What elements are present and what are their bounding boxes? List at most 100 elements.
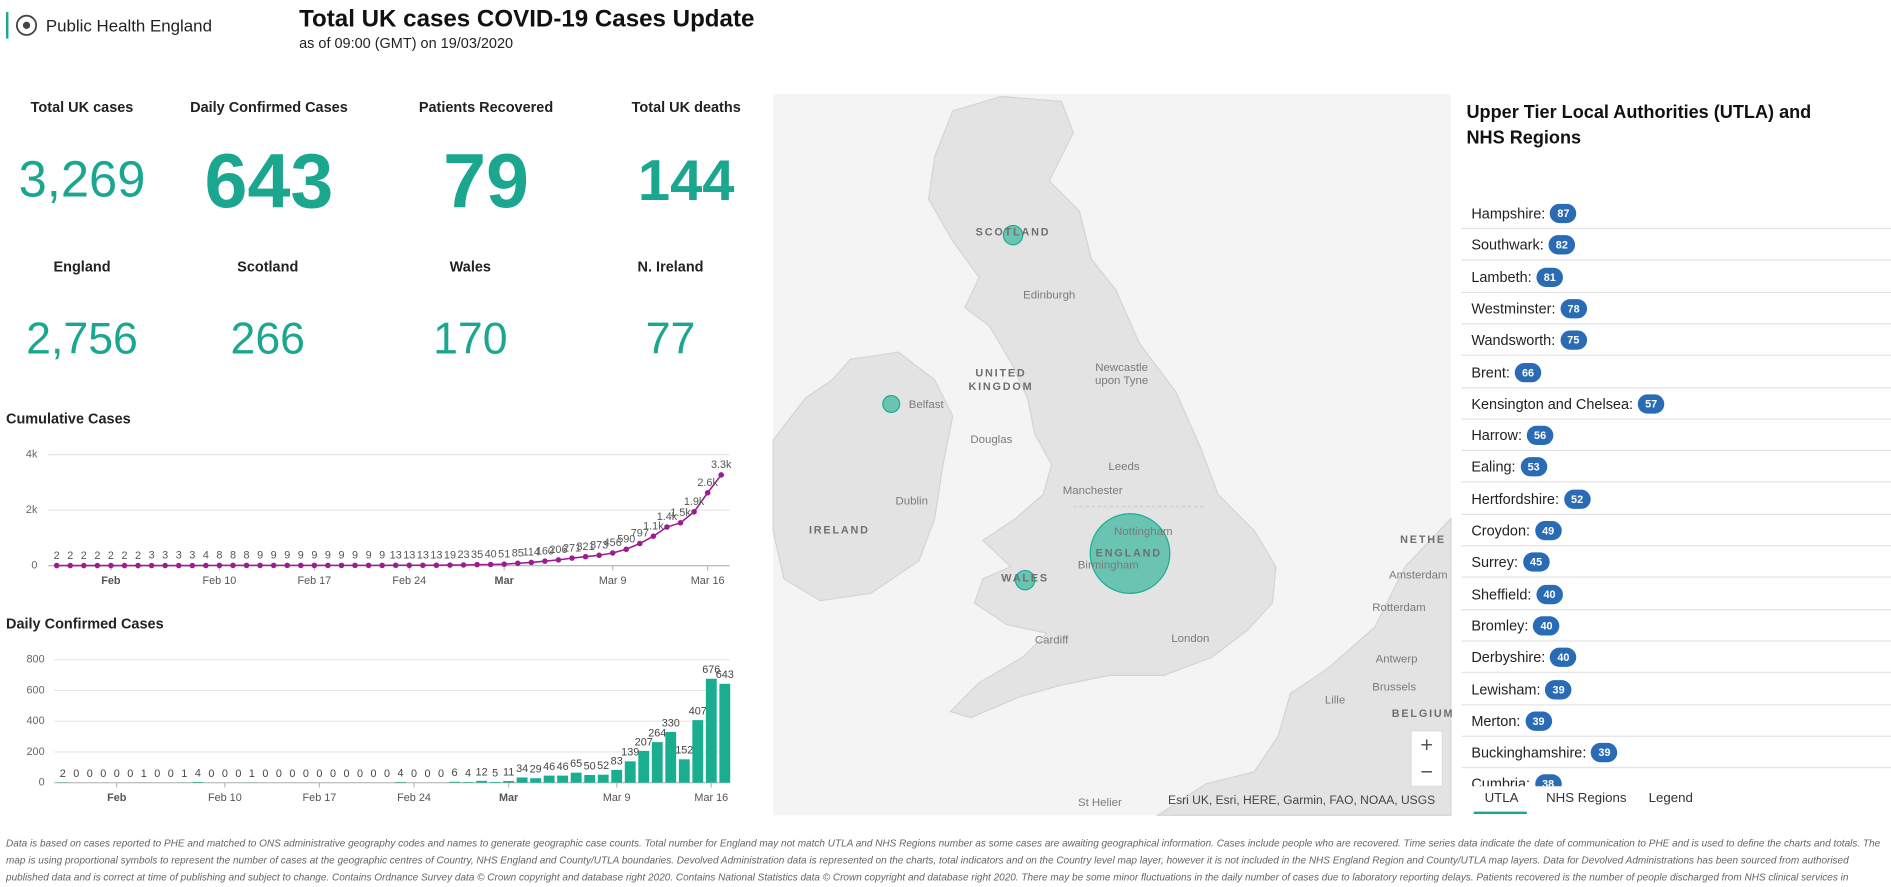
data-label: 1.1k	[643, 520, 664, 532]
utla-name: Brent: 66	[1471, 362, 1542, 382]
y-tick-label: 400	[27, 715, 45, 727]
utla-count: 82	[1548, 235, 1576, 255]
bar	[638, 750, 650, 783]
map-city-label: Amsterdam	[1389, 569, 1447, 581]
kpi-value: 144	[637, 149, 735, 214]
bar	[557, 775, 569, 783]
data-label: 271	[563, 542, 581, 554]
point	[365, 562, 372, 569]
utla-count: 40	[1550, 647, 1577, 668]
data-label: 139	[621, 747, 639, 759]
point	[338, 562, 345, 569]
data-label: 0	[87, 768, 93, 780]
utla-row: Brent: 66	[1461, 355, 1891, 388]
y-tick-label: 4k	[26, 449, 38, 461]
bar	[584, 775, 596, 783]
point	[379, 562, 385, 569]
data-label: 1.9k	[684, 496, 705, 508]
map-country-label: NETHE	[1400, 534, 1446, 546]
bar	[705, 678, 717, 783]
utla-name: Derbyshire: 40	[1471, 647, 1577, 668]
data-label: 13	[417, 549, 429, 561]
region-label: N. Ireland	[637, 258, 704, 275]
data-label: 19	[444, 549, 456, 561]
tab[interactable]: UTLA	[1484, 791, 1519, 806]
utla-row: Buckinghamshire: 39	[1461, 736, 1891, 769]
data-label: 13	[430, 549, 442, 561]
y-tick-label: 800	[27, 654, 45, 666]
data-label: 0	[235, 768, 241, 780]
data-label: 12	[476, 766, 488, 778]
y-tick-label: 2k	[26, 504, 38, 516]
data-label: 6	[452, 767, 458, 779]
utla-row: Hampshire: 87	[1461, 197, 1891, 230]
utla-row: Lambeth: 81	[1461, 260, 1891, 293]
utla-row: Croydon: 49	[1461, 514, 1891, 547]
x-tick-label: Mar 16	[691, 575, 725, 587]
point	[216, 562, 223, 569]
map-city-label: Rotterdam	[1372, 602, 1425, 614]
map-city-label: Leeds	[1108, 461, 1139, 473]
data-label: 40	[485, 549, 497, 561]
bar	[692, 720, 704, 783]
kpi-value: 3,269	[18, 150, 146, 208]
data-label: 0	[411, 768, 417, 780]
footer-note: Data is based on cases reported to PHE a…	[6, 836, 1881, 883]
x-tick-label: Feb 17	[303, 792, 337, 804]
data-label: 160	[536, 545, 554, 557]
data-label: 50	[584, 760, 596, 772]
data-label: 9	[366, 550, 372, 562]
region-value: 2,756	[26, 313, 138, 364]
utla-list: Hampshire: 87 Southwark: 82 Lambeth: 81 Westmi…	[1461, 197, 1891, 787]
bar	[449, 781, 460, 783]
utla-name: Southwark: 82	[1471, 235, 1576, 255]
utla-name: Lewisham: 39	[1471, 679, 1572, 699]
bar	[665, 731, 677, 783]
utla-count: 87	[1550, 203, 1577, 224]
region-value: 170	[433, 313, 508, 364]
utla-row: Cumbria: 38	[1462, 767, 1891, 787]
data-label: 13	[403, 549, 415, 561]
data-label: 2	[81, 550, 87, 562]
data-label: 9	[379, 550, 385, 562]
bar	[570, 772, 582, 783]
tab[interactable]: NHS Regions	[1546, 791, 1627, 806]
utla-row: Kensington and Chelsea: 57	[1461, 387, 1891, 420]
region-value: 77	[645, 313, 696, 364]
point	[311, 562, 318, 569]
utla-row: Harrow: 56	[1461, 419, 1891, 452]
bar	[624, 761, 636, 783]
zoom-out[interactable]: −	[1420, 759, 1433, 784]
point	[447, 562, 453, 568]
zoom-control[interactable]	[1410, 730, 1443, 787]
utla-name: Croydon: 49	[1471, 520, 1562, 541]
data-label: 2	[108, 550, 114, 562]
utla-count: 38	[1534, 774, 1562, 787]
x-tick-label: Feb 10	[208, 792, 242, 804]
data-label: 9	[298, 550, 304, 562]
tab[interactable]: Legend	[1648, 791, 1693, 806]
utla-row: Southwark: 82	[1461, 228, 1891, 261]
tab-underline	[1473, 811, 1527, 815]
data-label: 9	[352, 550, 358, 562]
x-tick-label: Mar	[495, 575, 515, 587]
map-symbol	[1089, 513, 1171, 594]
utla-row: Sheffield: 40	[1461, 577, 1891, 610]
zoom-in[interactable]: +	[1420, 732, 1433, 757]
data-label: 1	[181, 768, 187, 780]
data-label: 330	[662, 717, 680, 729]
data-label: 0	[262, 768, 268, 780]
data-label: 3	[149, 550, 155, 562]
data-label: 2	[135, 550, 141, 562]
point	[542, 558, 548, 564]
data-label: 5	[492, 767, 498, 779]
data-label: 4	[397, 767, 403, 779]
point	[420, 562, 426, 569]
org-name: Public Health England	[45, 15, 212, 35]
utla-count: 52	[1563, 489, 1591, 509]
point	[162, 562, 168, 569]
data-label: 0	[168, 768, 174, 780]
point	[528, 559, 535, 566]
utla-name: Westminster: 78	[1471, 298, 1587, 319]
data-label: 0	[330, 768, 336, 780]
